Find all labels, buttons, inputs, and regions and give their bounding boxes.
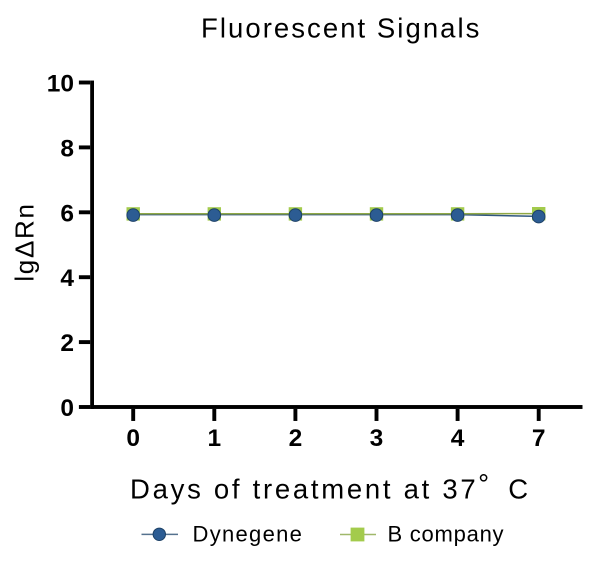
- svg-text:Days of treatment at 37: Days of treatment at 37: [130, 474, 478, 505]
- svg-text:lgΔRn: lgΔRn: [9, 202, 39, 281]
- svg-text:C: C: [508, 474, 528, 505]
- svg-text:2: 2: [289, 425, 303, 452]
- svg-text:3: 3: [370, 425, 384, 452]
- svg-text:0: 0: [126, 425, 140, 452]
- svg-text:7: 7: [532, 425, 546, 452]
- svg-text:4: 4: [60, 265, 74, 292]
- svg-text:Fluorescent Signals: Fluorescent Signals: [201, 13, 481, 44]
- svg-text:1: 1: [207, 425, 221, 452]
- svg-text:4: 4: [451, 425, 465, 452]
- svg-text:10: 10: [47, 71, 74, 98]
- svg-text:6: 6: [60, 200, 74, 227]
- svg-text:B company: B company: [388, 522, 505, 547]
- svg-text:0: 0: [60, 395, 74, 422]
- svg-text:2: 2: [60, 330, 74, 357]
- svg-text:Dynegene: Dynegene: [193, 522, 304, 547]
- svg-text:8: 8: [60, 135, 74, 162]
